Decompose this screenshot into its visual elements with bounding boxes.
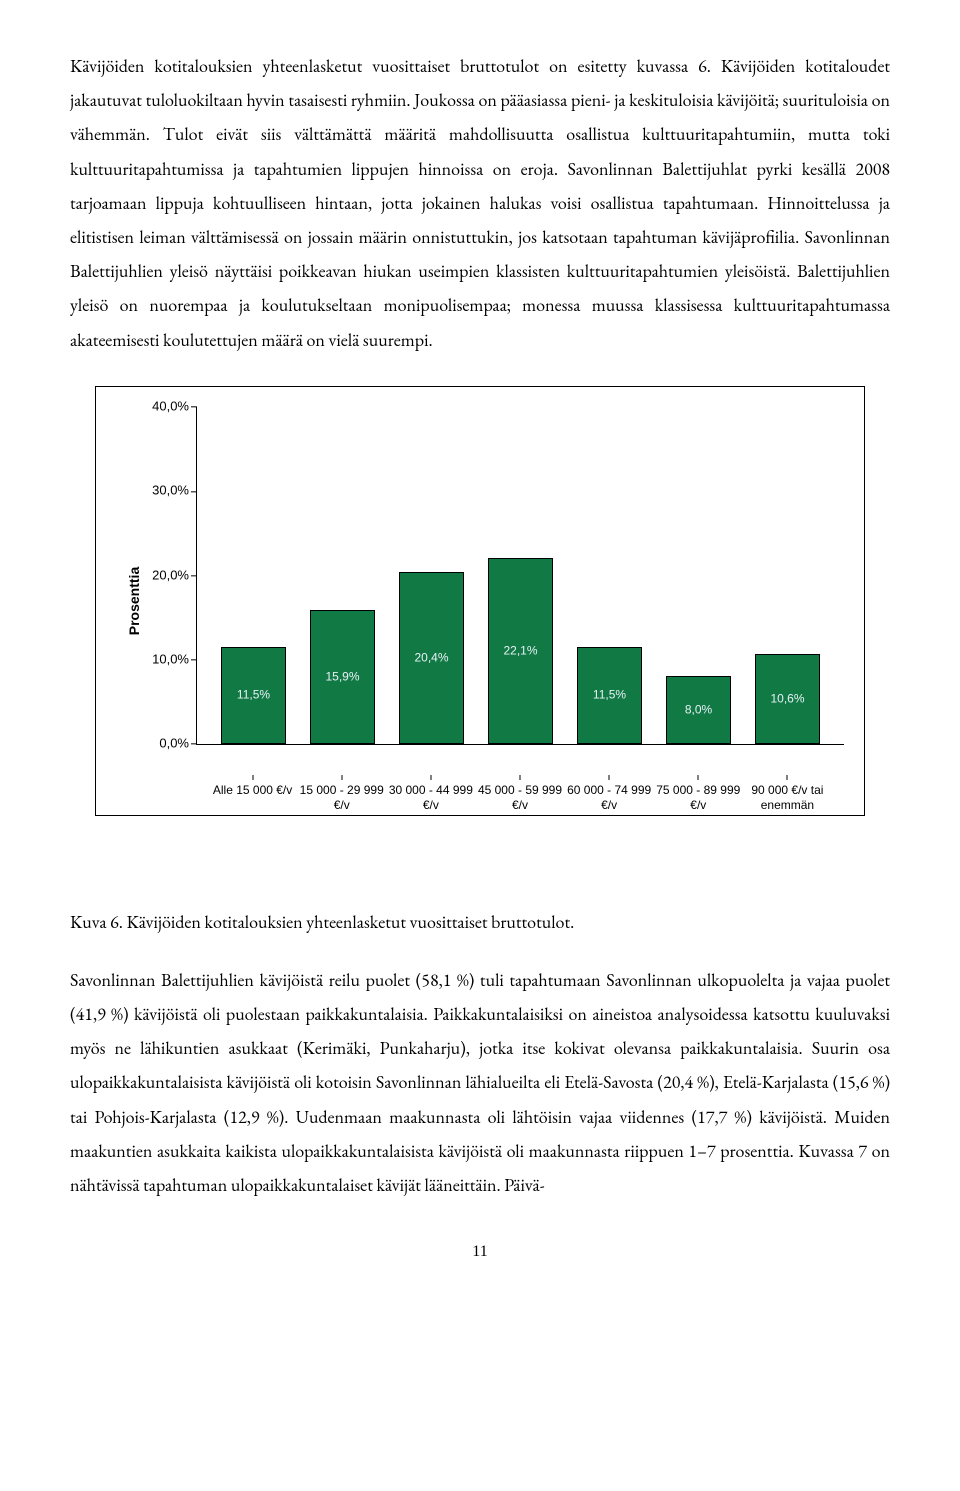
bar: 8,0%	[666, 676, 730, 743]
paragraph-1: Kävijöiden kotitalouksien yhteenlasketut…	[70, 50, 890, 358]
bar: 20,4%	[399, 572, 463, 744]
plot-area: 11,5%15,9%20,4%22,1%11,5%8,0%10,6% 0,0%1…	[196, 407, 844, 745]
y-tick: 30,0%	[133, 479, 189, 504]
income-bar-chart: Prosenttia 11,5%15,9%20,4%22,1%11,5%8,0%…	[95, 386, 865, 816]
x-tick-label: 60 000 - 74 999 €/v	[565, 783, 654, 813]
bar-value-label: 15,9%	[311, 665, 373, 688]
y-tick: 20,0%	[133, 563, 189, 588]
x-labels: Alle 15 000 €/v15 000 - 29 999 €/v30 000…	[196, 783, 844, 813]
bar: 15,9%	[310, 610, 374, 744]
bar-slot: 15,9%	[298, 407, 387, 744]
bar-value-label: 11,5%	[578, 684, 640, 707]
bar: 11,5%	[577, 647, 641, 744]
bar-slot: 22,1%	[476, 407, 565, 744]
figure-caption: Kuva 6. Kävijöiden kotitalouksien yhteen…	[70, 906, 890, 940]
bar-value-label: 22,1%	[489, 639, 551, 662]
bar-slot: 10,6%	[743, 407, 832, 744]
bar-slot: 20,4%	[387, 407, 476, 744]
bar: 11,5%	[221, 647, 285, 744]
bar-value-label: 10,6%	[756, 688, 818, 711]
bar: 22,1%	[488, 558, 552, 744]
bar: 10,6%	[755, 654, 819, 743]
x-tick-label: 15 000 - 29 999 €/v	[297, 783, 386, 813]
paragraph-2: Savonlinnan Balettijuhlien kävijöistä re…	[70, 964, 890, 1203]
y-tick: 0,0%	[133, 731, 189, 756]
bars-container: 11,5% 15,9% 20,4% 22,1% 11,5% 8,0% 10,6%	[197, 407, 844, 744]
x-tick-label: 45 000 - 59 999 €/v	[475, 783, 564, 813]
x-tick-label: Alle 15 000 €/v	[208, 783, 297, 813]
bar-slot: 11,5%	[565, 407, 654, 744]
bar-value-label: 11,5%	[222, 684, 284, 707]
bar-value-label: 20,4%	[400, 646, 462, 669]
x-tick-label: 75 000 - 89 999 €/v	[654, 783, 743, 813]
bar-value-label: 8,0%	[667, 699, 729, 722]
x-tick-label: 90 000 €/v tai enemmän	[743, 783, 832, 813]
bar-slot: 8,0%	[654, 407, 743, 744]
bar-slot: 11,5%	[209, 407, 298, 744]
y-tick: 40,0%	[133, 394, 189, 419]
page-number: 11	[70, 1237, 890, 1267]
y-tick: 10,0%	[133, 647, 189, 672]
x-tick-label: 30 000 - 44 999 €/v	[386, 783, 475, 813]
